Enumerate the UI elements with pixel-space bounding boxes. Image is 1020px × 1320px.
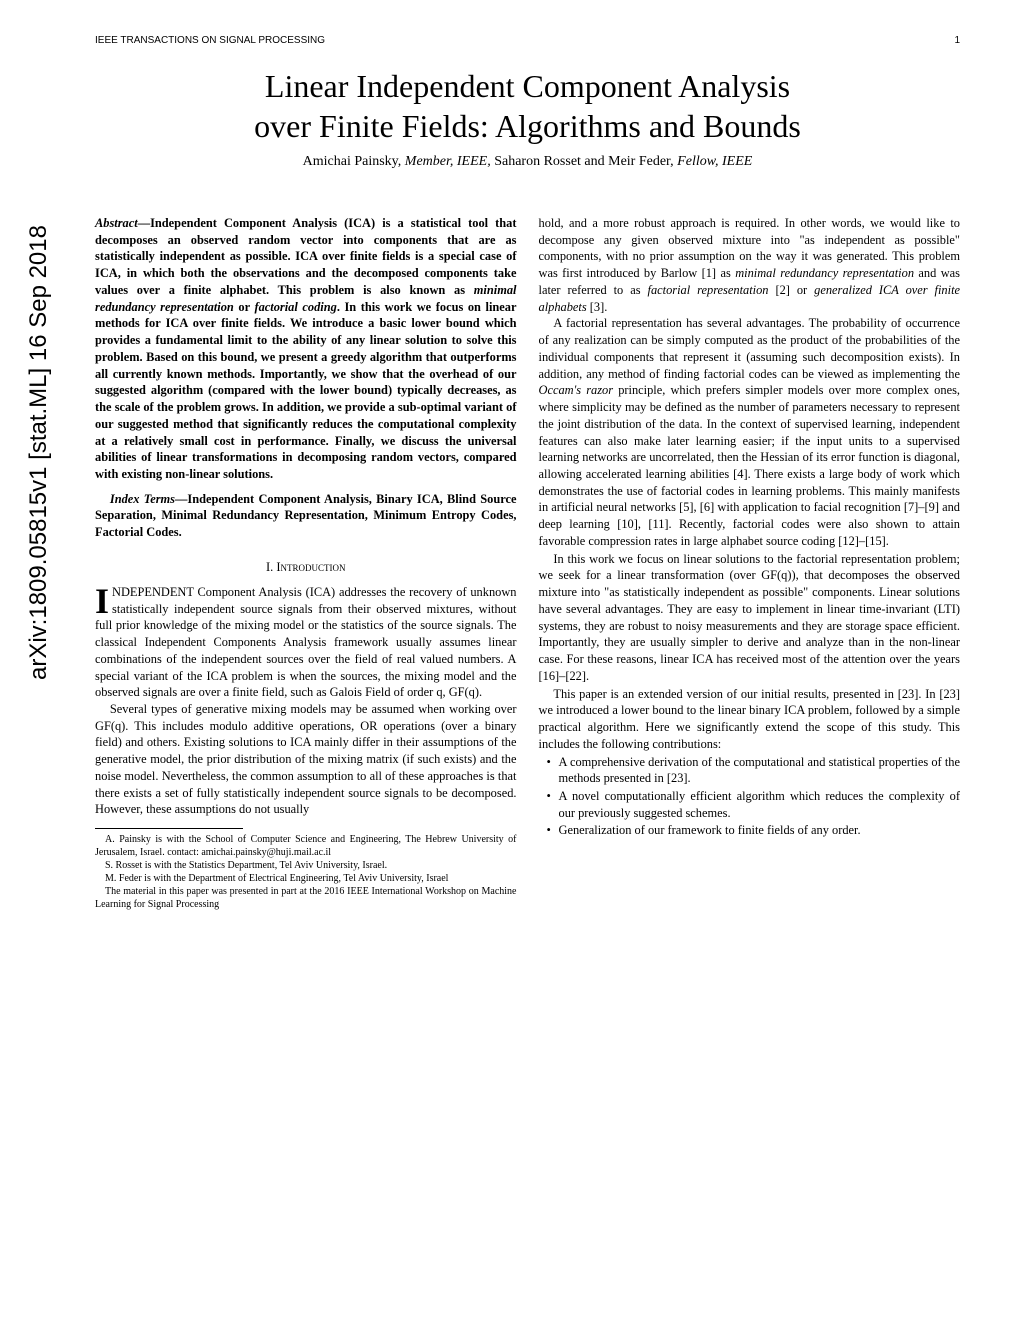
col2-paragraph-4: This paper is an extended version of our… (539, 686, 961, 753)
contributions-list: A comprehensive derivation of the comput… (539, 754, 961, 840)
footnote-2: S. Rosset is with the Statistics Departm… (95, 859, 517, 872)
journal-name: IEEE TRANSACTIONS ON SIGNAL PROCESSING (95, 35, 325, 46)
title-line-1: Linear Independent Component Analysis (95, 66, 960, 106)
footnote-4: The material in this paper was presented… (95, 885, 517, 911)
arxiv-identifier: arXiv:1809.05815v1 [stat.ML] 16 Sep 2018 (25, 225, 53, 680)
page-header: IEEE TRANSACTIONS ON SIGNAL PROCESSING 1 (95, 35, 960, 46)
col2-paragraph-3: In this work we focus on linear solution… (539, 551, 961, 685)
bullet-item-1: A comprehensive derivation of the comput… (539, 754, 961, 787)
left-column: Abstract—Independent Component Analysis … (95, 215, 517, 911)
bullet-item-3: Generalization of our framework to finit… (539, 822, 961, 839)
index-terms: Index Terms—Independent Component Analys… (95, 491, 517, 541)
title-line-2: over Finite Fields: Algorithms and Bound… (95, 106, 960, 146)
dropcap: I (95, 584, 112, 616)
footnote-3: M. Feder is with the Department of Elect… (95, 872, 517, 885)
paper-title: Linear Independent Component Analysis ov… (95, 66, 960, 146)
author-line: Amichai Painsky, Member, IEEE, Saharon R… (95, 154, 960, 170)
abstract: Abstract—Independent Component Analysis … (95, 215, 517, 483)
page-number: 1 (954, 35, 960, 46)
footnote-separator (95, 828, 243, 829)
right-column: hold, and a more robust approach is requ… (539, 215, 961, 911)
col2-paragraph-1: hold, and a more robust approach is requ… (539, 215, 961, 315)
intro-paragraph-1: INDEPENDENT Component Analysis (ICA) add… (95, 584, 517, 701)
section-heading-introduction: I. Introduction (95, 559, 517, 576)
intro-paragraph-2: Several types of generative mixing model… (95, 701, 517, 818)
footnote-1: A. Painsky is with the School of Compute… (95, 833, 517, 859)
bullet-item-2: A novel computationally efficient algori… (539, 788, 961, 821)
two-column-layout: Abstract—Independent Component Analysis … (95, 215, 960, 911)
col2-paragraph-2: A factorial representation has several a… (539, 315, 961, 549)
